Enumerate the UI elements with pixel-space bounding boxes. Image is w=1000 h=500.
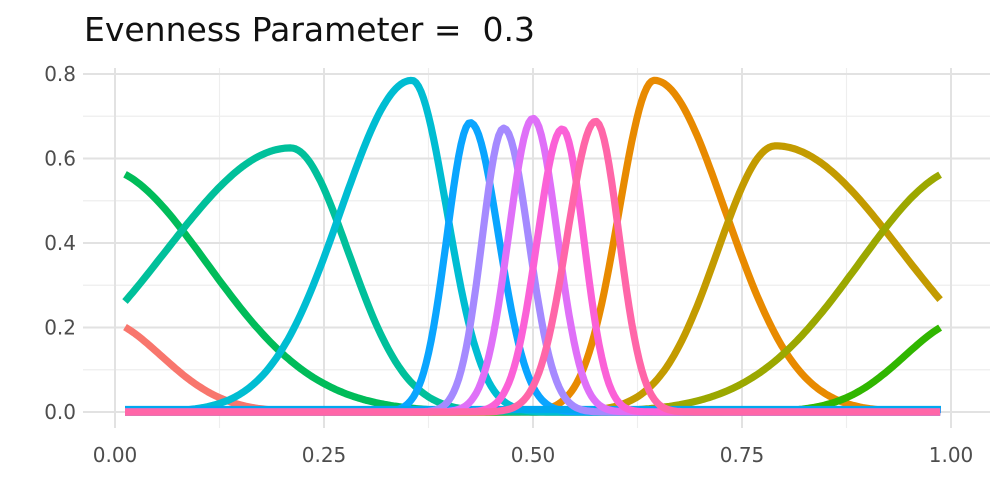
curve-hot-pink <box>123 117 942 416</box>
y-tick-label: 0.6 <box>44 147 76 171</box>
chart-title: Evenness Parameter = 0.3 <box>84 10 535 49</box>
y-tick-label: 0.4 <box>44 231 76 255</box>
x-tick-label: 1.00 <box>929 443 974 467</box>
x-tick-label: 0.75 <box>720 443 765 467</box>
y-tick-label: 0.0 <box>44 400 76 424</box>
y-tick-label: 0.2 <box>44 316 76 340</box>
y-tick-label: 0.8 <box>44 62 76 86</box>
x-tick-label: 0.50 <box>511 443 556 467</box>
x-tick-label: 0.00 <box>93 443 138 467</box>
x-tick-label: 0.25 <box>302 443 347 467</box>
